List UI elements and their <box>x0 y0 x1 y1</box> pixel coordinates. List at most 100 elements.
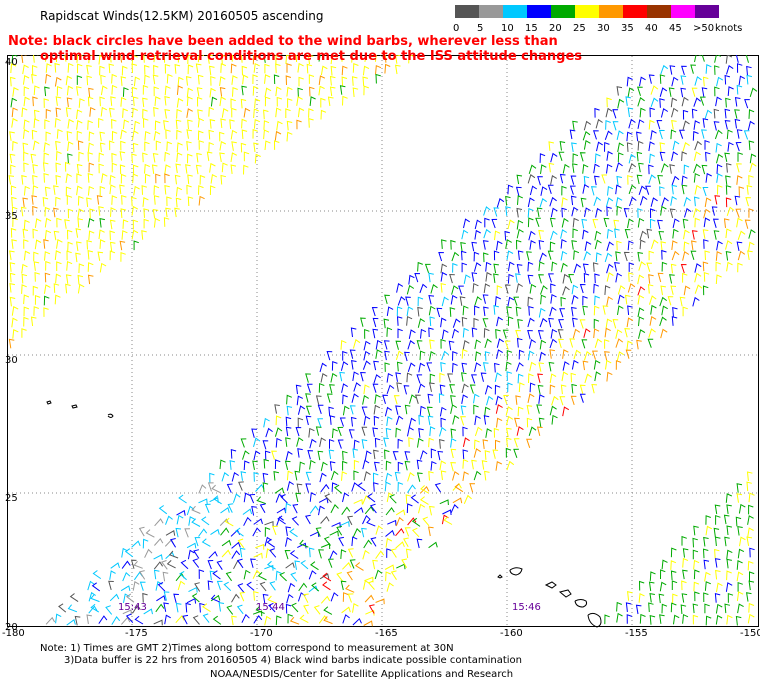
wind-barb <box>726 549 733 560</box>
wind-barb <box>347 593 354 603</box>
wind-barb <box>450 448 457 459</box>
wind-barb <box>627 591 633 601</box>
wind-barb <box>694 263 702 273</box>
wind-barb <box>308 74 315 84</box>
wind-barb <box>338 536 344 547</box>
wind-barb <box>724 108 731 119</box>
legend-tick-label: 10 <box>501 23 514 34</box>
wind-barb <box>139 570 146 580</box>
wind-barb <box>212 570 221 580</box>
wind-barb <box>671 107 679 118</box>
wind-barb <box>428 305 436 316</box>
wind-barb <box>582 164 589 174</box>
longitude-label: -150 <box>740 628 760 639</box>
wind-barb <box>582 229 589 240</box>
wind-barb <box>606 97 612 108</box>
wind-barb <box>504 230 511 241</box>
wind-barb <box>342 405 350 416</box>
wind-barb <box>252 527 261 537</box>
wind-barb <box>347 548 354 558</box>
wind-barb <box>536 426 543 437</box>
wind-barb <box>219 518 230 526</box>
wind-barb <box>263 120 270 130</box>
wind-barb <box>748 175 754 185</box>
wind-barb <box>119 164 126 175</box>
wind-barb <box>121 195 127 205</box>
wind-barb <box>538 417 545 428</box>
wind-barb <box>573 349 581 360</box>
wind-barb <box>646 228 653 239</box>
wind-barb <box>308 118 314 128</box>
wind-barb <box>373 461 380 472</box>
wind-barb <box>428 437 434 448</box>
wind-barb <box>67 604 78 613</box>
wind-barb <box>219 459 226 470</box>
wind-barb <box>277 515 286 525</box>
wind-barb <box>9 282 15 293</box>
wind-barb <box>295 384 302 395</box>
wind-barb <box>507 261 515 272</box>
wind-barb <box>263 109 269 120</box>
wind-barb <box>221 54 227 65</box>
wind-barb <box>693 151 701 162</box>
wind-barb <box>660 205 667 216</box>
wind-barb <box>384 350 390 361</box>
wind-barb <box>505 206 511 216</box>
wind-barb <box>322 572 332 582</box>
wind-barb <box>518 382 525 393</box>
wind-barb <box>726 525 733 536</box>
wind-barb <box>505 427 512 438</box>
wind-barb <box>295 426 302 437</box>
wind-barb <box>273 140 280 150</box>
wind-barb <box>570 195 577 206</box>
wind-barb <box>461 262 468 273</box>
wind-barb <box>386 416 393 426</box>
wind-barb <box>111 84 118 95</box>
wind-barb <box>682 120 690 131</box>
wind-barb <box>624 228 631 239</box>
wind-barb <box>561 185 567 196</box>
wind-barb <box>637 208 643 218</box>
wind-barb <box>605 359 612 370</box>
wind-barb <box>725 493 733 503</box>
wind-barb <box>131 196 137 207</box>
wind-barb <box>363 415 371 426</box>
wind-barb <box>144 74 150 85</box>
wind-barb <box>626 142 633 152</box>
wind-barb <box>616 612 623 623</box>
wind-barb <box>483 252 489 263</box>
wind-barb <box>286 131 293 142</box>
wind-barb <box>659 296 667 307</box>
wind-barb <box>691 108 698 119</box>
wind-barb <box>538 229 544 240</box>
wind-barb <box>628 153 636 164</box>
wind-barb <box>329 530 339 537</box>
wind-barb <box>164 164 171 174</box>
wind-barb <box>483 206 491 216</box>
wind-barb <box>305 415 312 426</box>
wind-barb <box>221 539 232 547</box>
wind-barb <box>309 438 317 449</box>
wind-barb <box>461 229 469 240</box>
wind-barb <box>595 118 603 129</box>
wind-barb <box>604 614 610 625</box>
wind-barb <box>275 107 282 118</box>
wind-barb <box>210 594 221 603</box>
wind-barb <box>616 86 623 96</box>
wind-barb <box>226 483 233 493</box>
wind-barb <box>241 85 247 96</box>
wind-barb <box>160 560 168 570</box>
wind-barb <box>212 615 222 625</box>
wind-barb <box>166 141 173 152</box>
wind-barb <box>746 471 753 482</box>
wind-barb <box>153 217 161 228</box>
wind-barb <box>21 284 27 294</box>
wind-barb <box>239 592 246 602</box>
wind-barb <box>55 107 62 118</box>
wind-barb <box>92 570 102 580</box>
wind-barb <box>362 514 371 525</box>
wind-barb <box>516 219 524 230</box>
wind-barb <box>54 294 61 305</box>
wind-barb <box>748 241 755 252</box>
wind-barb <box>230 98 236 109</box>
